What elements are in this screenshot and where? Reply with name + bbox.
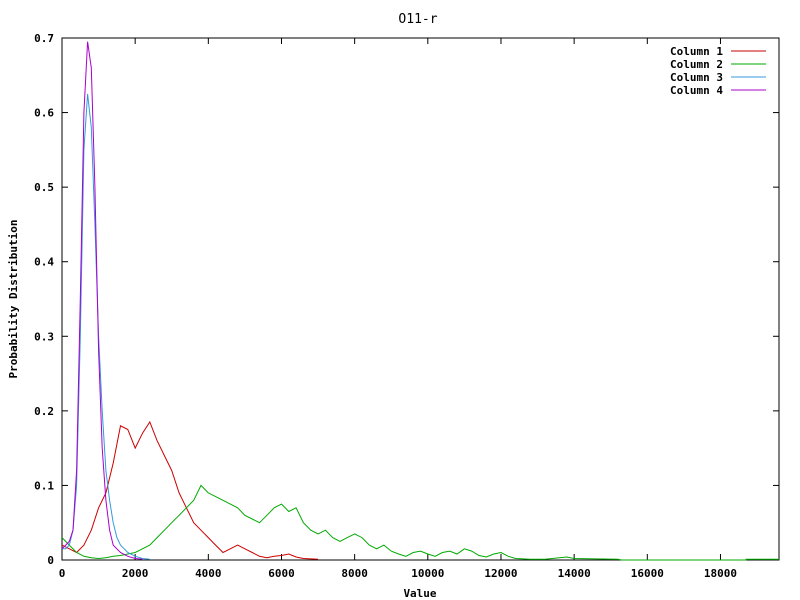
x-tick-label: 6000 bbox=[268, 567, 295, 580]
x-tick-label: 12000 bbox=[484, 567, 517, 580]
y-tick-label: 0.7 bbox=[34, 32, 54, 45]
x-tick-label: 14000 bbox=[558, 567, 591, 580]
plot-frame bbox=[61, 37, 780, 561]
y-tick-label: 0.1 bbox=[34, 479, 54, 492]
x-tick-label: 16000 bbox=[631, 567, 664, 580]
series-line-column-4 bbox=[61, 41, 143, 560]
series-line-column-1 bbox=[61, 420, 319, 560]
legend-label-column-3: Column 3 bbox=[670, 71, 723, 84]
series-line-column-2 bbox=[61, 484, 779, 561]
y-tick-label: 0.6 bbox=[34, 107, 54, 120]
x-tick-label: 8000 bbox=[341, 567, 368, 580]
y-tick-label: 0 bbox=[47, 554, 54, 567]
x-tick-label: 2000 bbox=[122, 567, 149, 580]
y-tick-label: 0.5 bbox=[34, 181, 54, 194]
legend-label-column-1: Column 1 bbox=[670, 45, 723, 58]
x-tick-label: 0 bbox=[59, 567, 66, 580]
y-tick-label: 0.2 bbox=[34, 405, 54, 418]
y-tick-label: 0.4 bbox=[34, 256, 54, 269]
x-axis-label: Value bbox=[403, 587, 436, 600]
x-tick-label: 18000 bbox=[704, 567, 737, 580]
y-axis-label: Probability Distribution bbox=[7, 220, 20, 379]
chart-title: O11-r bbox=[398, 12, 437, 27]
y-axis: 0 0.1 0.2 0.3 0.4 0.5 0.6 0.7 bbox=[34, 32, 779, 567]
legend-label-column-4: Column 4 bbox=[670, 84, 723, 97]
x-axis: 0 2000 4000 6000 8000 10000 12000 14000 16000 180… bbox=[59, 38, 737, 580]
x-tick-label: 4000 bbox=[195, 567, 222, 580]
x-tick-label: 10000 bbox=[411, 567, 444, 580]
y-tick-label: 0.3 bbox=[34, 330, 54, 343]
legend-label-column-2: Column 2 bbox=[670, 58, 723, 71]
series-group bbox=[61, 41, 779, 561]
